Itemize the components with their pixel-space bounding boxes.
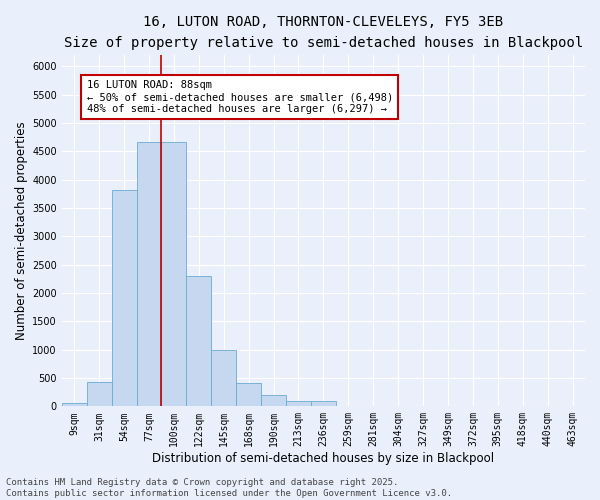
Y-axis label: Number of semi-detached properties: Number of semi-detached properties bbox=[15, 122, 28, 340]
Bar bbox=[86, 382, 112, 406]
Bar bbox=[187, 276, 211, 406]
Bar bbox=[311, 400, 336, 406]
Bar bbox=[62, 404, 86, 406]
Text: Contains HM Land Registry data © Crown copyright and database right 2025.
Contai: Contains HM Land Registry data © Crown c… bbox=[6, 478, 452, 498]
X-axis label: Distribution of semi-detached houses by size in Blackpool: Distribution of semi-detached houses by … bbox=[152, 452, 494, 465]
Bar bbox=[261, 395, 286, 406]
Bar bbox=[286, 400, 311, 406]
Bar bbox=[211, 350, 236, 406]
Title: 16, LUTON ROAD, THORNTON-CLEVELEYS, FY5 3EB
Size of property relative to semi-de: 16, LUTON ROAD, THORNTON-CLEVELEYS, FY5 … bbox=[64, 15, 583, 50]
Bar bbox=[137, 142, 161, 406]
Bar bbox=[236, 383, 261, 406]
Bar bbox=[161, 142, 187, 406]
Bar bbox=[112, 190, 137, 406]
Text: 16 LUTON ROAD: 88sqm
← 50% of semi-detached houses are smaller (6,498)
48% of se: 16 LUTON ROAD: 88sqm ← 50% of semi-detac… bbox=[86, 80, 393, 114]
